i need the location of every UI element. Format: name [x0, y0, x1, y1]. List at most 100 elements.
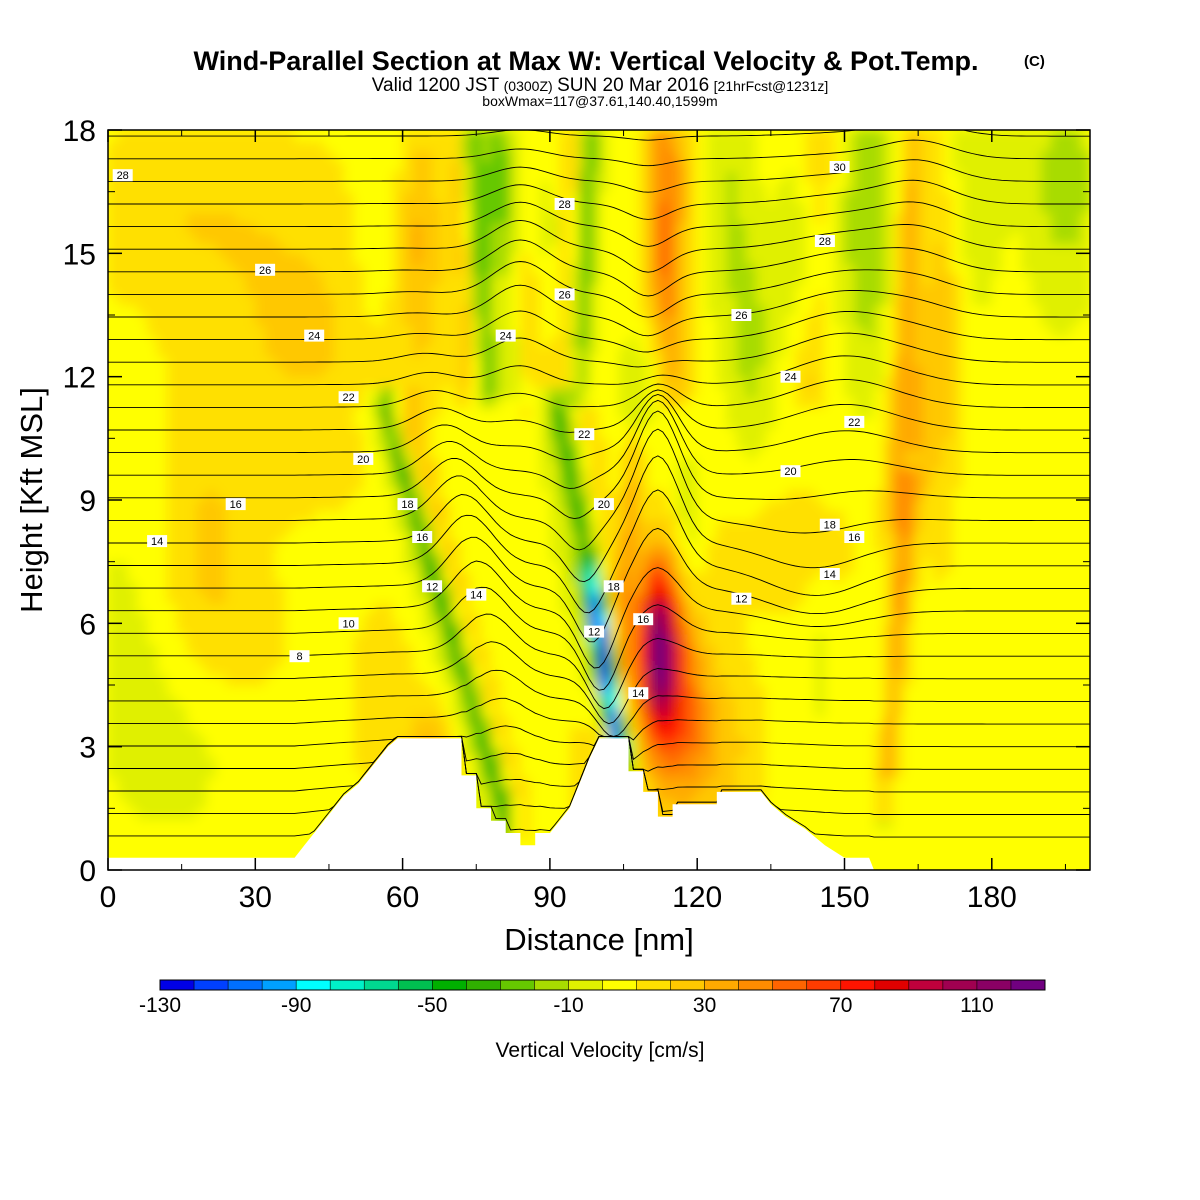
velocity-cell	[589, 726, 600, 737]
velocity-cell	[648, 510, 659, 522]
velocity-cell	[422, 376, 433, 388]
velocity-cell	[402, 705, 414, 717]
velocity-cell	[284, 191, 296, 203]
velocity-cell	[471, 798, 482, 809]
velocity-cell	[736, 376, 747, 388]
velocity-cell	[216, 510, 227, 522]
velocity-cell	[716, 767, 728, 779]
velocity-cell	[343, 767, 355, 779]
velocity-cell	[736, 602, 747, 614]
velocity-cell	[726, 243, 738, 254]
velocity-cell	[402, 479, 414, 491]
velocity-cell	[373, 263, 384, 275]
velocity-cell	[196, 243, 207, 254]
velocity-cell	[343, 489, 355, 501]
velocity-cell	[628, 273, 639, 285]
velocity-cell	[510, 654, 522, 666]
velocity-cell	[392, 561, 404, 573]
velocity-cell	[363, 294, 374, 306]
velocity-cell	[716, 726, 728, 737]
velocity-cell	[235, 643, 247, 655]
velocity-cell	[363, 479, 374, 491]
velocity-cell	[363, 643, 374, 655]
velocity-cell	[726, 458, 738, 470]
velocity-cell	[245, 458, 256, 470]
velocity-cell	[687, 479, 698, 491]
velocity-cell	[373, 715, 384, 727]
velocity-cell	[697, 407, 708, 419]
velocity-cell	[716, 623, 728, 635]
velocity-cell	[746, 171, 757, 182]
velocity-cell	[108, 284, 119, 296]
velocity-cell	[225, 397, 237, 409]
velocity-cell	[265, 356, 276, 367]
velocity-cell	[274, 417, 286, 429]
velocity-cell	[785, 808, 796, 820]
velocity-cell	[294, 397, 305, 409]
velocity-cell	[559, 160, 571, 172]
velocity-cell	[265, 376, 276, 388]
velocity-cell	[638, 623, 649, 635]
velocity-cell	[540, 623, 551, 635]
velocity-cell	[127, 366, 139, 378]
velocity-cell	[117, 602, 129, 614]
velocity-cell	[314, 284, 325, 296]
velocity-cell	[216, 726, 227, 737]
velocity-cell	[648, 130, 659, 141]
velocity-cell	[196, 428, 207, 439]
velocity-cell	[284, 715, 296, 727]
velocity-cell	[726, 510, 738, 522]
velocity-cell	[304, 448, 315, 460]
velocity-cell	[599, 530, 610, 542]
velocity-cell	[137, 510, 148, 522]
velocity-cell	[225, 458, 237, 470]
velocity-cell	[697, 787, 708, 799]
velocity-cell	[137, 417, 148, 429]
velocity-cell	[540, 232, 551, 244]
velocity-cell	[530, 201, 541, 213]
velocity-cell	[422, 263, 433, 275]
velocity-cell	[157, 356, 168, 367]
velocity-cell	[451, 417, 463, 429]
velocity-cell	[373, 232, 384, 244]
velocity-cell	[785, 685, 796, 696]
velocity-cell	[687, 201, 698, 213]
velocity-cell	[697, 592, 708, 604]
velocity-cell	[412, 458, 423, 470]
velocity-cell	[540, 150, 551, 162]
velocity-cell	[353, 746, 364, 758]
velocity-cell	[373, 510, 384, 522]
velocity-cell	[765, 284, 777, 296]
velocity-cell	[284, 787, 296, 799]
velocity-cell	[432, 160, 443, 172]
velocity-cell	[707, 212, 718, 224]
velocity-cell	[324, 479, 335, 491]
velocity-cell	[520, 232, 531, 244]
velocity-cell	[235, 479, 247, 491]
velocity-cell	[697, 674, 708, 686]
velocity-cell	[392, 366, 404, 378]
velocity-cell	[569, 705, 580, 717]
velocity-cell	[117, 417, 129, 429]
velocity-cell	[500, 386, 512, 398]
velocity-cell	[117, 294, 129, 306]
velocity-cell	[765, 345, 777, 357]
velocity-cell	[579, 273, 590, 285]
velocity-cell	[284, 386, 296, 398]
velocity-cell	[235, 201, 247, 213]
velocity-cell	[284, 397, 296, 409]
velocity-cell	[530, 243, 541, 254]
velocity-cell	[117, 438, 129, 450]
velocity-cell	[736, 633, 747, 645]
velocity-cell	[559, 191, 571, 203]
velocity-cell	[441, 551, 453, 563]
velocity-cell	[216, 407, 227, 419]
velocity-cell	[392, 448, 404, 460]
velocity-cell	[490, 705, 502, 717]
velocity-cell	[353, 674, 364, 686]
velocity-cell	[667, 592, 679, 604]
velocity-cell	[343, 520, 355, 532]
velocity-cell	[225, 201, 237, 213]
velocity-cell	[707, 602, 718, 614]
velocity-cell	[589, 479, 600, 491]
